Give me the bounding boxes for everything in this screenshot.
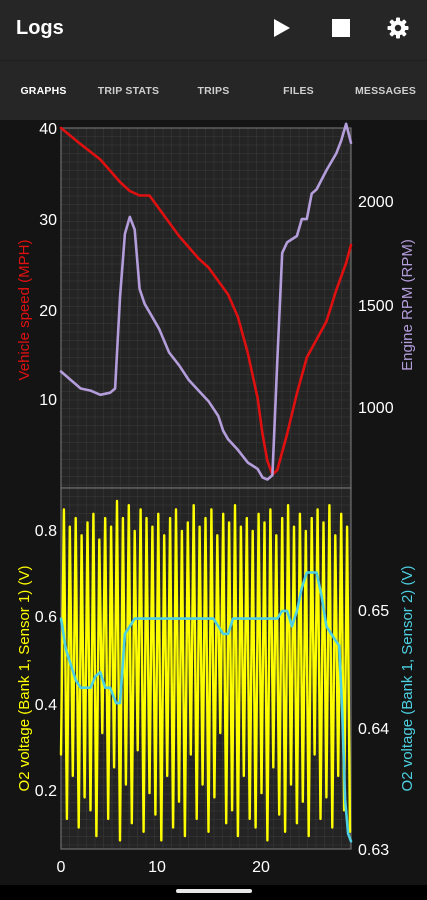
play-button[interactable] [266,15,296,45]
right-axis-title: Engine RPM (RPM) [399,239,416,371]
right-axis-title: O2 voltage (Bank 1, Sensor 2) (V) [399,566,416,792]
x-tick-label: 0 [57,859,66,876]
play-icon [269,16,293,45]
series-line-o2-voltage-bank-1-sensor-2-v- [59,571,353,843]
x-tick-label: 20 [252,859,270,876]
left-tick-label: 0.6 [35,609,57,626]
stop-icon [330,17,352,44]
series-line-vehicle-speed-mph- [59,126,353,476]
tab-trips[interactable]: TRIPS [197,85,230,97]
series-line-engine-rpm-rpm- [59,122,353,481]
page-title: Logs [16,17,64,39]
tab-messages[interactable]: MESSAGES [354,85,417,97]
graphs-panel: 10 20 30 40 1000 1500 2000 Vehicle speed (MPH) E… [0,120,427,900]
tab-bar: GRAPHS TRIP STATS TRIPS FILES MESSAGES [0,60,427,180]
x-tick-label: 10 [148,859,166,876]
gear-icon [386,16,410,45]
left-tick-label: 0.8 [35,523,57,540]
left-axis-title: Vehicle speed (MPH) [16,240,33,381]
left-tick-label: 0.4 [35,697,57,714]
tab-trip-stats[interactable]: TRIP STATS [97,85,160,97]
right-tick-label: 2000 [358,194,394,211]
charts-area[interactable]: 10 20 30 40 1000 1500 2000 Vehicle speed (MPH) E… [0,120,427,885]
left-tick-label: 0.2 [35,783,57,800]
left-tick-label: 40 [39,121,57,138]
right-tick-label: 1500 [358,298,394,315]
plot-area-1 [61,128,351,488]
settings-button[interactable] [383,15,413,45]
gesture-handle[interactable] [176,889,252,893]
left-tick-label: 20 [39,303,57,320]
right-tick-label: 0.64 [358,721,389,738]
right-tick-label: 1000 [358,400,394,417]
left-axis-title: O2 voltage (Bank 1, Sensor 1) (V) [16,566,33,792]
left-tick-label: 10 [39,392,57,409]
app-bar: Logs [0,0,427,60]
right-tick-label: 0.65 [358,603,389,620]
stop-button[interactable] [326,15,356,45]
right-tick-label: 0.63 [358,842,389,859]
series-line-o2-voltage-bank-1-sensor-1-v- [59,499,352,842]
tab-files[interactable]: FILES [283,85,314,97]
left-tick-label: 30 [39,212,57,229]
tab-graphs[interactable]: GRAPHS [20,85,67,97]
